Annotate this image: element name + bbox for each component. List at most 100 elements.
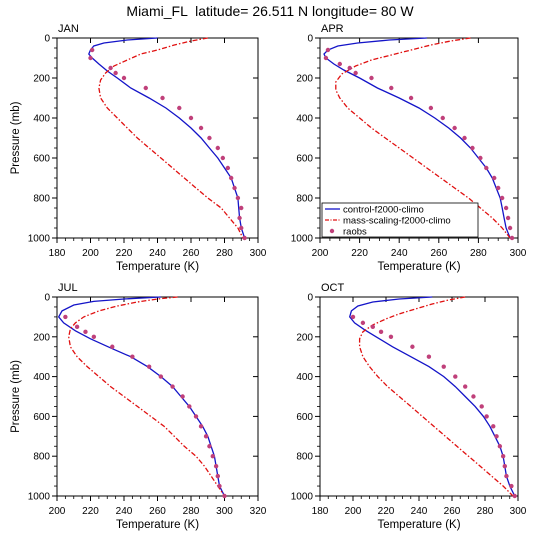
raobs-point [91, 334, 97, 339]
raobs-point [505, 215, 511, 221]
raobs-point [110, 344, 115, 349]
raobs-point [428, 105, 434, 111]
raobs-point [462, 135, 467, 141]
x-tick-label: 200 [49, 506, 66, 517]
mass-scaling-series-line [358, 296, 514, 497]
plot-frame [56, 37, 259, 239]
raobs-point [143, 85, 148, 91]
y-tick-label: 0 [307, 34, 313, 45]
raobs-point [512, 493, 517, 499]
raobs-point [378, 329, 384, 335]
raobs-point [494, 434, 499, 439]
x-axis-title: Temperature (K) [116, 519, 199, 531]
chart-panel-oct: OCT 180 200 220 240 260 280 300 0 200 400 600 800 100… [291, 282, 527, 531]
raobs-point [323, 55, 329, 61]
x-tick-label: 200 [345, 506, 362, 517]
raobs-point [369, 75, 374, 81]
raobs-point [470, 145, 475, 151]
x-axis-title: Temperature (K) [377, 519, 460, 531]
chart-panel-apr: APR 200 220 240 260 280 300 0 200 400 600 800 1000 Te… [291, 23, 527, 273]
y-tick-label: 800 [296, 194, 313, 205]
y-tick-label: 800 [296, 452, 313, 463]
x-tick-label: 280 [470, 248, 487, 259]
x-tick-label: 240 [149, 248, 166, 259]
y-tick-label: 800 [33, 194, 50, 205]
x-tick-label: 280 [216, 248, 233, 259]
legend-box [321, 202, 479, 238]
raobs-point [217, 483, 222, 489]
y-tick-label: 800 [33, 452, 50, 463]
raobs-point [408, 95, 414, 101]
y-tick-label: 200 [296, 74, 313, 85]
raobs-point [388, 334, 394, 339]
panel-label: JAN [58, 23, 79, 35]
raobs-point [177, 105, 182, 111]
raobs-point [215, 473, 220, 479]
raobs-point [146, 364, 152, 369]
raobs-point [242, 235, 247, 241]
raobs-point [74, 324, 80, 330]
raobs-point [170, 384, 175, 389]
raobs-point [193, 414, 199, 419]
raobs-point [492, 175, 497, 181]
raobs-point [509, 483, 514, 489]
raobs-point [113, 70, 118, 76]
raobs-point [471, 394, 476, 399]
x-tick-label: 240 [411, 506, 428, 517]
x-tick-label: 220 [378, 506, 395, 517]
panel-label: APR [321, 23, 344, 35]
x-tick-label: 320 [250, 506, 267, 517]
raobs-point [225, 165, 231, 171]
raobs-point [187, 404, 192, 409]
x-tick-label: 200 [82, 248, 99, 259]
y-tick-label: 1000 [28, 492, 51, 503]
raobs-point [496, 185, 501, 191]
x-tick-label: 280 [477, 506, 494, 517]
legend-label: mass-scaling-f2000-climo [343, 216, 451, 227]
raobs-point [237, 215, 242, 221]
mass-scaling-series-line [98, 37, 244, 239]
x-tick-label: 260 [444, 506, 461, 517]
raobs-point [121, 75, 127, 81]
plot-frame [319, 296, 519, 497]
raobs-point [325, 47, 331, 53]
raobs-point [370, 324, 375, 330]
raobs-point [440, 115, 445, 121]
raobs-point [353, 70, 358, 76]
raobs-point [229, 175, 234, 181]
x-tick-label: 300 [216, 506, 233, 517]
x-axis-title: Temperature (K) [377, 261, 460, 273]
y-axis-title: Pressure (mb) [10, 101, 22, 174]
x-tick-label: 200 [312, 248, 329, 259]
legend-label: raobs [343, 227, 367, 238]
raobs-point [389, 85, 394, 91]
x-tick-label: 220 [116, 248, 133, 259]
raobs-point [215, 145, 220, 151]
raobs-point [452, 125, 457, 131]
raobs-point [479, 404, 484, 409]
y-tick-label: 600 [33, 154, 50, 165]
legend-marker-raobs [329, 228, 335, 234]
x-tick-label: 300 [510, 248, 527, 259]
y-tick-label: 0 [307, 293, 313, 304]
raobs-point [180, 394, 185, 399]
y-tick-label: 600 [296, 412, 313, 423]
raobs-point [220, 155, 226, 161]
raobs-point [350, 314, 356, 320]
y-tick-label: 200 [296, 332, 313, 343]
x-tick-label: 220 [82, 506, 99, 517]
raobs-point [160, 95, 165, 101]
raobs-point [503, 205, 509, 211]
raobs-point [500, 454, 506, 459]
raobs-point [222, 493, 227, 499]
figure-title: Miami_FL latitude= 26.511 N longitude= 8… [126, 3, 414, 19]
x-tick-label: 220 [351, 248, 368, 259]
raobs-point [88, 55, 93, 61]
x-tick-label: 260 [149, 506, 166, 517]
y-tick-label: 200 [33, 332, 50, 343]
raobs-point [502, 463, 507, 469]
raobs-point [213, 463, 219, 469]
y-tick-label: 0 [44, 293, 50, 304]
raobs-point [499, 195, 505, 201]
